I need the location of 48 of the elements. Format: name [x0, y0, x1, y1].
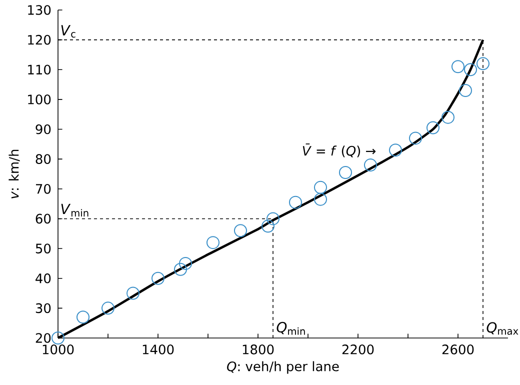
ref-line-label: V$_{min}$ — [61, 204, 88, 217]
point — [174, 262, 188, 276]
x-axis-title: Q: veh/h per lane — [227, 361, 339, 374]
point — [451, 60, 464, 74]
point — [76, 310, 90, 324]
y-axis-title: v: km/h — [8, 150, 20, 198]
y-tick-label: 120 — [28, 34, 51, 45]
y-tick-label: 70 — [36, 184, 51, 194]
point — [52, 331, 65, 344]
ref-line-label: V$_{c}$ — [61, 25, 76, 38]
y-tick-label: 80 — [36, 154, 51, 164]
x-tick-label: 1800 — [242, 344, 274, 354]
y-tick-label: 130 — [28, 5, 51, 15]
x-tick-label: 1000 — [42, 344, 74, 354]
x-tick-label: 2600 — [442, 344, 474, 354]
point — [206, 236, 220, 250]
y-tick-label: 100 — [28, 94, 51, 104]
point — [126, 286, 140, 300]
y-tick-label: 110 — [28, 64, 51, 75]
point — [314, 192, 327, 206]
point — [339, 166, 352, 179]
y-tick-label: 50 — [36, 244, 51, 254]
point — [266, 212, 280, 226]
point — [364, 158, 377, 172]
ref-line-label: Q$_{min}$ — [276, 322, 305, 335]
ref-line-label: Q$_{max}$ — [486, 322, 518, 335]
point — [289, 196, 302, 209]
point — [476, 57, 490, 70]
annotation: V̄ = f (Q) → — [302, 143, 376, 158]
y-tick-label: 40 — [36, 273, 51, 284]
point — [262, 220, 274, 233]
point — [314, 180, 327, 194]
y-tick-label: 90 — [36, 124, 51, 134]
point — [152, 272, 164, 285]
point — [102, 302, 115, 315]
y-tick-label: 20 — [36, 333, 51, 343]
point — [458, 84, 472, 97]
point — [441, 110, 454, 124]
point — [234, 224, 247, 238]
point — [388, 144, 402, 157]
x-tick-label: 2200 — [342, 344, 374, 354]
point — [464, 63, 477, 76]
point — [408, 132, 422, 145]
y-tick-label: 60 — [36, 214, 51, 224]
point — [179, 256, 192, 270]
point — [426, 121, 440, 134]
y-tick-label: 30 — [36, 303, 51, 314]
x-tick-label: 1400 — [142, 344, 174, 354]
